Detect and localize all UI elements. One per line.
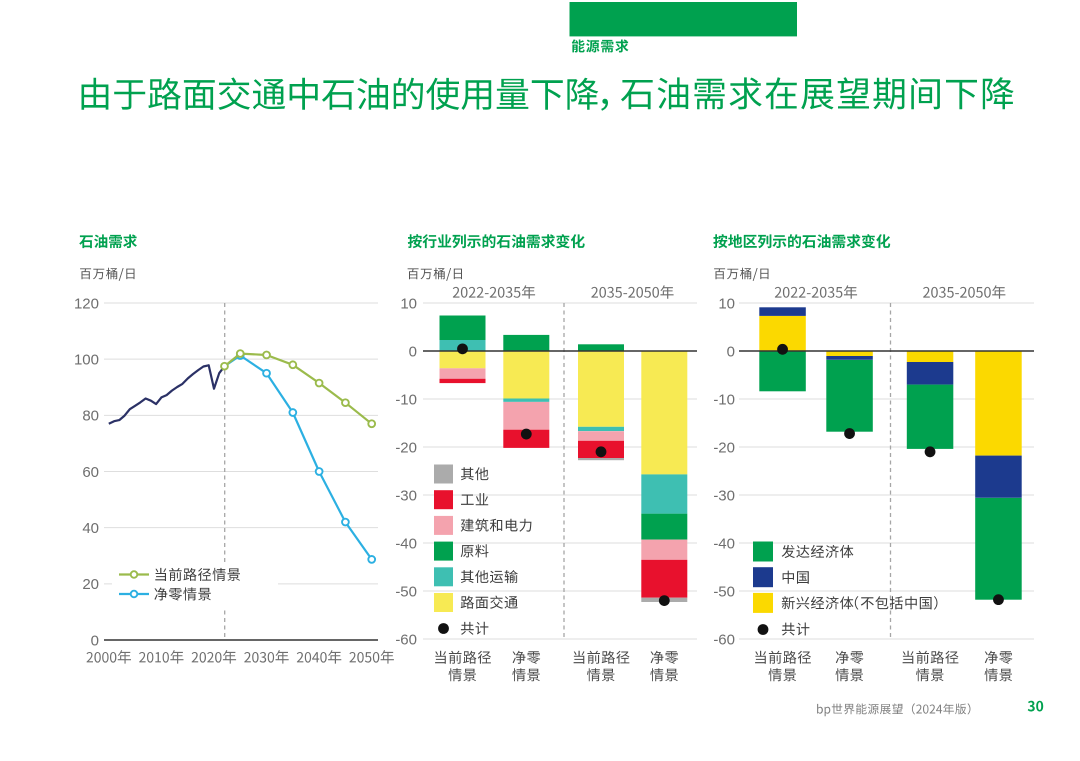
svg-text:60: 60	[82, 464, 99, 481]
svg-text:100: 100	[74, 351, 99, 368]
svg-text:40: 40	[82, 520, 99, 537]
svg-text:10: 10	[400, 295, 417, 312]
svg-text:0: 0	[91, 632, 99, 649]
svg-text:-50: -50	[713, 583, 735, 600]
svg-text:-20: -20	[713, 439, 735, 456]
svg-text:-40: -40	[395, 535, 417, 552]
svg-text:120: 120	[74, 295, 99, 312]
svg-text:-60: -60	[713, 631, 735, 648]
svg-text:0: 0	[727, 343, 735, 360]
svg-text:-40: -40	[713, 535, 735, 552]
svg-text:0: 0	[409, 343, 417, 360]
svg-text:10: 10	[718, 295, 735, 312]
svg-text:-30: -30	[713, 487, 735, 504]
svg-text:20: 20	[82, 576, 99, 593]
svg-text:-50: -50	[395, 583, 417, 600]
svg-text:-10: -10	[395, 391, 417, 408]
svg-text:-30: -30	[395, 487, 417, 504]
svg-text:80: 80	[82, 408, 99, 425]
svg-text:-20: -20	[395, 439, 417, 456]
svg-text:-60: -60	[395, 631, 417, 648]
svg-text:-10: -10	[713, 391, 735, 408]
